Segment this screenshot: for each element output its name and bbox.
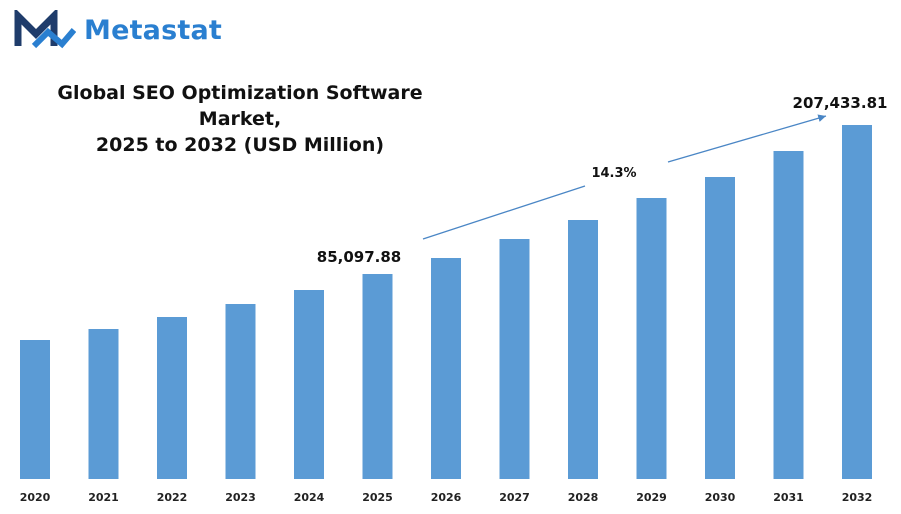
brand-logo: Metastat [14, 10, 222, 50]
x-tick-2026: 2026 [431, 491, 462, 504]
growth-arrow-right [667, 114, 827, 163]
chart-title-line-2: 2025 to 2032 (USD Million) [95, 134, 385, 156]
x-tick-2032: 2032 [842, 491, 873, 504]
bar-2025 [362, 274, 393, 479]
x-tick-2020: 2020 [20, 491, 51, 504]
x-axis-ticks: 2020 2021 2022 2023 2024 2025 2026 2027 2028 2029… [20, 491, 873, 504]
x-tick-2030: 2030 [705, 491, 736, 504]
bar-2023 [225, 304, 256, 479]
x-tick-2022: 2022 [157, 491, 188, 504]
x-tick-2027: 2027 [499, 491, 530, 504]
bar-2032 [842, 125, 872, 479]
bar-2030 [705, 177, 735, 479]
bar-2031 [773, 151, 804, 479]
brand-name: Metastat [84, 14, 223, 46]
growth-rate-label: 14.3% [591, 166, 636, 181]
x-tick-2029: 2029 [636, 491, 667, 504]
x-tick-2024: 2024 [294, 491, 325, 504]
start-value-label: 85,097.88 [317, 248, 401, 266]
x-tick-2031: 2031 [773, 491, 804, 504]
bar-2022 [157, 317, 187, 479]
metastat-m-logo-icon [14, 10, 76, 49]
x-tick-2028: 2028 [568, 491, 599, 504]
bar-2021 [88, 329, 119, 479]
chart-title-line-1: Global SEO Optimization Software Market, [57, 82, 423, 130]
x-tick-2025: 2025 [362, 491, 393, 504]
bar-2027 [499, 239, 530, 479]
bars-group [20, 125, 872, 479]
bar-2020 [20, 340, 50, 479]
bar-2026 [431, 258, 461, 479]
chart-title: Global SEO Optimization Software Market,… [20, 80, 460, 158]
growth-arrow-left [422, 185, 586, 240]
bar-2024 [294, 290, 324, 479]
x-tick-2021: 2021 [88, 491, 119, 504]
x-tick-2023: 2023 [225, 491, 256, 504]
end-value-label: 207,433.81 [793, 94, 888, 112]
bar-2028 [568, 220, 598, 479]
bar-2029 [636, 198, 667, 479]
